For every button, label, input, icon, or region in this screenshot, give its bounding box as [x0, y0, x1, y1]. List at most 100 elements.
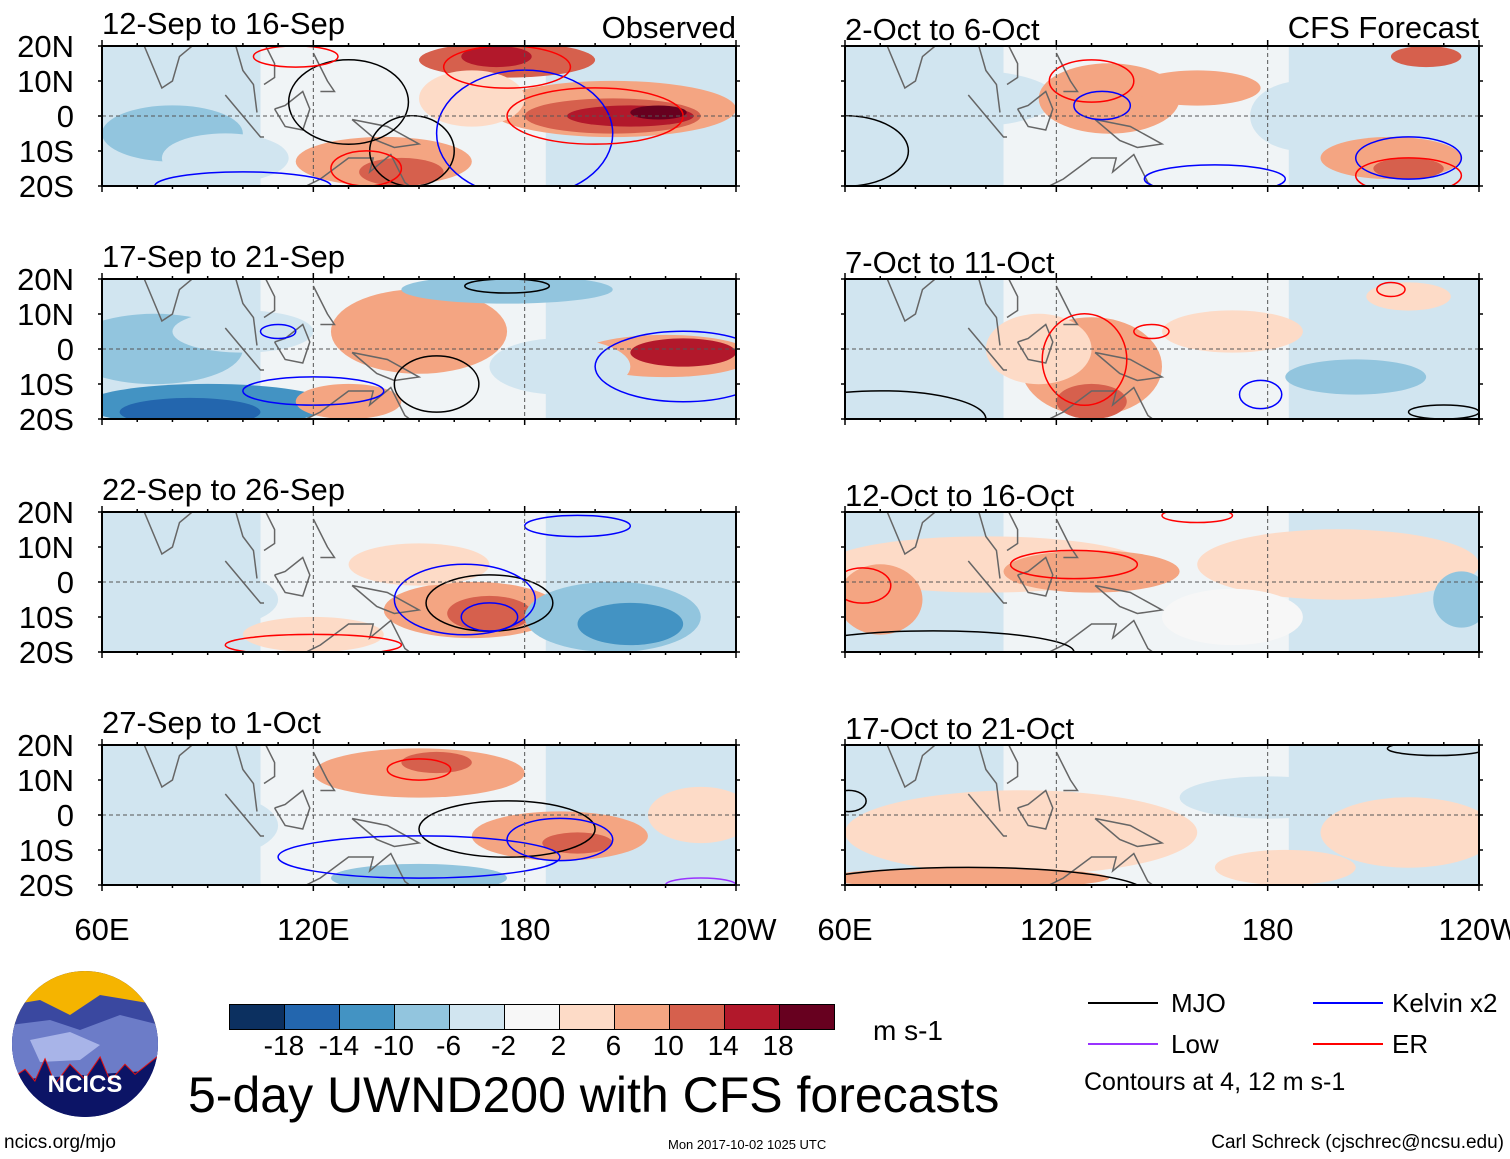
logo-text: NCICS: [48, 1071, 123, 1098]
panel-title: 17-Sep to 21-Sep: [102, 239, 345, 274]
legend-line-er: [1313, 1043, 1383, 1045]
colorbar-swatch: [449, 1005, 504, 1029]
lat-tick-label: 10S: [19, 833, 74, 868]
lat-tick-label: 0: [57, 332, 74, 367]
coastline: [351, 351, 422, 382]
lat-tick-label: 20S: [19, 868, 74, 903]
legend-label-low: Low: [1171, 1029, 1219, 1059]
anomaly-region: [172, 310, 314, 353]
coastline: [1055, 52, 1079, 93]
contour-line: [460, 602, 519, 632]
contour-line: [1407, 404, 1479, 419]
coastline: [1047, 852, 1154, 885]
contour-line: [1041, 312, 1128, 407]
legend-line-kelvin: [1313, 1002, 1383, 1004]
anomaly-region: [447, 595, 532, 632]
lat-tick-label: 10N: [17, 763, 74, 798]
coastline: [978, 279, 1001, 346]
lon-tick-label: 120W: [696, 912, 778, 947]
lon-tick-label: 60E: [817, 912, 872, 947]
contour-line: [252, 46, 339, 68]
coastline: [967, 94, 1008, 138]
colorbar-swatch: [339, 1005, 394, 1029]
lat-tick-label: 10N: [17, 297, 74, 332]
contour-line: [393, 563, 536, 636]
map-panel: 7-Oct to 11-Oct: [841, 245, 1483, 425]
coastline: [886, 279, 937, 323]
chart-title: 5-day UWND200 with CFS forecasts: [188, 1067, 1000, 1123]
colorbar-swatch: [284, 1005, 339, 1029]
contour-line: [154, 171, 332, 186]
site-link[interactable]: ncics.org/mjo: [4, 1132, 116, 1153]
coastline: [351, 584, 422, 615]
contour-line: [845, 866, 1139, 885]
panel-title: 27-Sep to 1-Oct: [102, 705, 321, 740]
anomaly-region: [119, 397, 261, 419]
lat-tick-label: 20S: [19, 635, 74, 670]
anomaly-region: [295, 383, 402, 419]
contour-line: [1048, 59, 1135, 103]
coastline: [1016, 789, 1054, 830]
legend-line-mjo: [1088, 1002, 1158, 1004]
units-label: m s-1: [873, 1015, 943, 1046]
legend-label-kelvin: Kelvin x2: [1392, 988, 1498, 1018]
anomaly-region: [401, 279, 613, 304]
coastline: [886, 512, 937, 556]
colorbar-swatch: [669, 1005, 724, 1029]
contour-line: [418, 800, 596, 858]
contour-line: [393, 355, 480, 413]
colorbar-labels: -18 -14 -10 -6 -2 2 6 10 14 18: [229, 1030, 833, 1064]
anomaly-region: [348, 543, 490, 586]
coastline: [1047, 619, 1154, 652]
anomaly-region: [630, 338, 736, 367]
colorbar-tick-label: 2: [550, 1030, 567, 1061]
colorbar-swatch: [230, 1005, 284, 1029]
colorbar-tick-label: -2: [491, 1030, 516, 1061]
anomaly-region: [862, 279, 969, 315]
coastline: [263, 512, 276, 552]
panel-title: 2-Oct to 6-Oct: [845, 12, 1040, 47]
observed-label: Observed: [602, 10, 736, 45]
lat-tick-label: 20N: [17, 495, 74, 530]
colorbar-tick-label: 6: [605, 1030, 622, 1061]
coastline: [1047, 386, 1154, 419]
timestamp: Mon 2017-10-02 1025 UTC: [668, 1137, 827, 1152]
coastline: [978, 512, 1001, 579]
contour-line: [1386, 745, 1479, 757]
lat-tick-label: 20S: [19, 402, 74, 437]
contour-line: [1238, 379, 1283, 410]
anomaly-region: [330, 863, 508, 885]
contour-line: [845, 567, 892, 604]
contour-line: [845, 390, 987, 419]
anomaly-region: [1366, 282, 1451, 311]
contour-line: [464, 279, 551, 294]
coastline: [224, 94, 265, 138]
coastline: [886, 46, 937, 90]
coastline: [263, 745, 276, 785]
coastline: [273, 90, 311, 131]
lat-tick-label: 0: [57, 798, 74, 833]
panel-title: 12-Oct to 16-Oct: [845, 478, 1075, 513]
lat-tick-label: 20S: [19, 169, 74, 204]
contour-line: [1073, 90, 1132, 121]
anomaly-region: [577, 602, 684, 646]
lat-tick-label: 10S: [19, 134, 74, 169]
anomaly-region: [1133, 70, 1261, 106]
anomaly-region: [1003, 550, 1180, 593]
anomaly-region: [1390, 46, 1462, 68]
coastline: [967, 327, 1008, 371]
coastline: [1055, 751, 1079, 792]
coastline: [235, 512, 258, 579]
coastline: [1094, 584, 1165, 615]
coastline: [224, 327, 265, 371]
contour-line: [1161, 512, 1234, 524]
coastline: [143, 279, 194, 323]
coastline: [312, 751, 336, 792]
legend-label-er: ER: [1392, 1029, 1429, 1059]
coastline: [304, 619, 411, 652]
contour-line: [845, 789, 867, 813]
anomaly-field: [102, 46, 736, 186]
